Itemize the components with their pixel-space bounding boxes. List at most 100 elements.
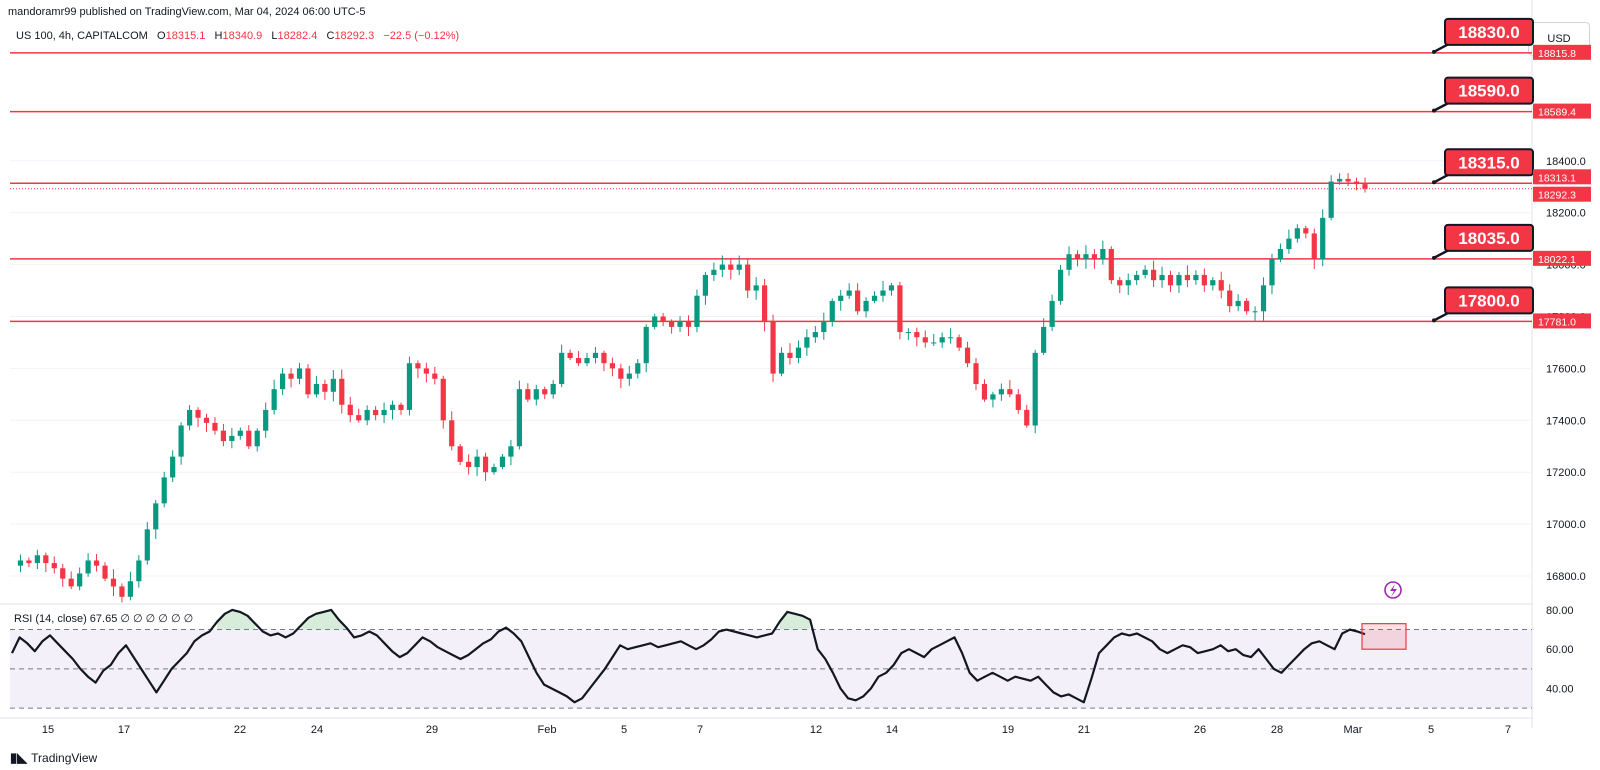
callout-box[interactable]	[1444, 76, 1534, 105]
callout-box[interactable]	[1444, 148, 1534, 177]
price-tag-label: 17781.0	[1538, 316, 1576, 328]
candle-body	[440, 378, 446, 421]
candle-body	[821, 321, 827, 333]
candle-body	[660, 316, 666, 322]
callout-box[interactable]	[1444, 223, 1534, 252]
close-value: 18292.3	[334, 30, 375, 42]
callout-anchor	[1432, 318, 1436, 323]
candle-body	[288, 373, 294, 379]
candle-body	[1032, 352, 1038, 426]
candle-body	[525, 389, 531, 400]
candle-body	[1041, 326, 1047, 353]
y-tick-label: 18400.0	[1546, 156, 1586, 168]
rsi-tick-label: 80.00	[1546, 605, 1574, 617]
candle-body	[1260, 285, 1267, 312]
candle-body	[956, 337, 962, 348]
candle-body	[804, 337, 810, 348]
price-tag-label: 18022.1	[1538, 254, 1576, 266]
rsi-tick-label: 60.00	[1546, 644, 1574, 656]
candle-body	[449, 420, 455, 447]
x-tick-label: 5	[1428, 724, 1434, 736]
rsi-line	[11, 608, 1366, 704]
candle-body	[482, 456, 489, 473]
candle-body	[263, 409, 269, 431]
candle-body	[1066, 254, 1072, 270]
candle-body	[990, 394, 996, 400]
candle-body	[1024, 409, 1030, 426]
candle-body	[237, 430, 243, 436]
candle-body	[964, 347, 971, 364]
candle-body	[330, 378, 336, 392]
candle-body	[1311, 233, 1317, 260]
candle-body	[212, 422, 218, 431]
candle-body	[1252, 311, 1258, 313]
symbol-name[interactable]: US 100, 4h, CAPITALCOM	[16, 30, 148, 42]
candle-body	[855, 290, 861, 312]
candle-body	[973, 363, 979, 384]
candle-body	[229, 435, 235, 442]
candle-body	[347, 404, 353, 416]
candle-body	[829, 300, 835, 322]
candle-body	[322, 383, 328, 392]
candle-body	[998, 389, 1004, 395]
candle-body	[1007, 389, 1013, 395]
candle-body	[474, 456, 480, 468]
candle-body	[220, 430, 227, 442]
candle-body	[423, 368, 429, 374]
candle-body	[1201, 274, 1207, 286]
candle-body	[897, 285, 903, 333]
candle-body	[888, 285, 895, 291]
candle-body	[1193, 274, 1199, 281]
rsi-highlight-box[interactable]	[1361, 623, 1407, 650]
candle-body	[1337, 178, 1343, 182]
candle-body	[559, 352, 565, 384]
callout-anchor	[1432, 108, 1436, 113]
candle-body	[398, 404, 404, 410]
price-tag	[1533, 44, 1591, 60]
candle-body	[85, 560, 91, 574]
callout-label: 18315.0	[1458, 153, 1519, 172]
candle-body	[778, 352, 785, 374]
candle-body	[77, 573, 83, 587]
rsi-legend: RSI (14, close) 67.65 ∅ ∅ ∅ ∅ ∅ ∅	[14, 613, 194, 625]
candle-body	[846, 290, 852, 296]
symbol-legend: US 100, 4h, CAPITALCOM O18315.1 H18340.9…	[16, 30, 459, 42]
x-tick-label: 5	[621, 724, 627, 736]
candle-body	[195, 409, 201, 418]
lightning-icon[interactable]	[1384, 581, 1402, 599]
candle-body	[1057, 269, 1064, 301]
candle-body	[635, 363, 641, 374]
candle-body	[60, 568, 66, 579]
candle-body	[914, 332, 920, 338]
tradingview-footer[interactable]: ▮◣ TradingView	[10, 750, 97, 766]
callout-box[interactable]	[1444, 286, 1534, 315]
candle-body	[1294, 228, 1300, 239]
callout-label: 18590.0	[1458, 82, 1519, 101]
candle-body	[905, 332, 911, 334]
callout-box[interactable]	[1444, 17, 1534, 46]
candle-body	[677, 321, 683, 327]
x-tick-label: 28	[1271, 724, 1283, 736]
candle-body	[153, 503, 159, 530]
open-value: 18315.1	[165, 30, 206, 42]
high-label: H	[214, 30, 223, 42]
candle-body	[1320, 217, 1326, 260]
price-tag	[1533, 103, 1591, 119]
candle-body	[592, 352, 599, 359]
candle-body	[34, 555, 40, 564]
candle-body	[939, 337, 945, 343]
candle-body	[1108, 249, 1114, 281]
publisher-line: mandoramr99 published on TradingView.com…	[8, 6, 366, 18]
candle-body	[1277, 249, 1284, 260]
candle-body	[508, 446, 514, 457]
callout-label: 18830.0	[1458, 23, 1519, 42]
candle-body	[753, 285, 759, 291]
x-tick-label: 7	[697, 724, 703, 736]
candle-body	[863, 300, 869, 312]
y-tick-label: 18200.0	[1546, 208, 1586, 220]
candle-body	[254, 430, 260, 447]
candle-body	[728, 264, 734, 270]
candle-body	[1227, 290, 1233, 307]
y-tick-label: 17000.0	[1546, 519, 1586, 531]
